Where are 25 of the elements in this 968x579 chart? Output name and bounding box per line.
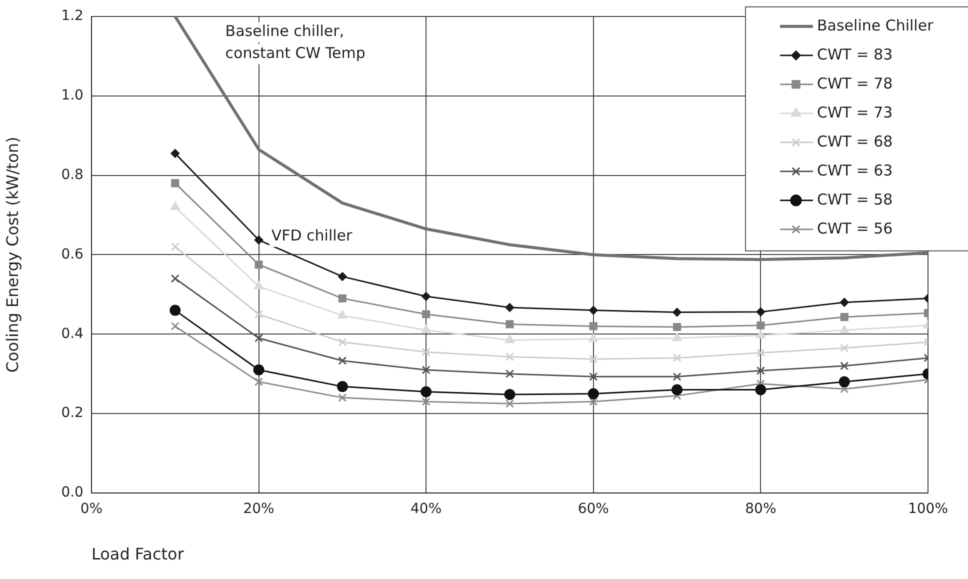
y-tick-label: 1.0 xyxy=(61,87,84,104)
y-tick-label: 0.8 xyxy=(61,166,84,183)
x-tick-label: 60% xyxy=(578,501,609,518)
y-axis-title: Cooling Energy Cost (kW/ton) xyxy=(2,136,22,373)
annotation: VFD chiller xyxy=(271,226,354,245)
y-tick-label: 0.4 xyxy=(61,326,84,342)
legend-label: CWT = 83 xyxy=(817,45,893,64)
legend-label: Baseline Chiller xyxy=(817,16,934,34)
y-tick-label: 0.0 xyxy=(61,484,84,501)
x-tick-label: 40% xyxy=(410,501,442,518)
x-axis-title: Load Factor xyxy=(91,544,184,564)
legend-label: CWT = 56 xyxy=(817,219,893,238)
y-tick-label: 0.6 xyxy=(61,246,84,262)
x-tick-label: 0% xyxy=(80,501,103,518)
annotation: Baseline chiller, constant CW Temp xyxy=(225,22,366,62)
x-tick-label: 20% xyxy=(243,501,274,518)
legend-label: CWT = 78 xyxy=(817,74,893,92)
x-tick-label: 100% xyxy=(908,501,948,518)
legend-label: CWT = 58 xyxy=(817,190,893,208)
y-tick-label: 1.2 xyxy=(61,8,84,24)
legend-label: CWT = 73 xyxy=(817,103,893,122)
legend-label: CWT = 68 xyxy=(817,132,893,150)
x-tick-label: 80% xyxy=(745,501,776,518)
legend-label: CWT = 63 xyxy=(817,161,893,180)
y-tick-label: 0.2 xyxy=(61,405,84,422)
